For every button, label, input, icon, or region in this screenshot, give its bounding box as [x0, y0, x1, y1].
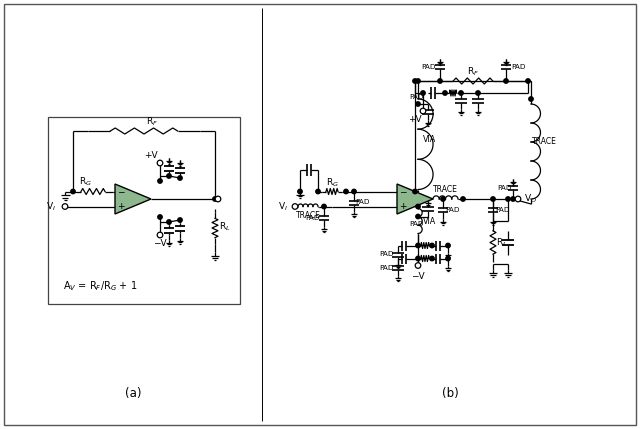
Circle shape [459, 91, 463, 95]
Circle shape [421, 91, 425, 95]
Text: TRACE: TRACE [296, 211, 321, 220]
Text: PAD: PAD [497, 185, 511, 191]
Circle shape [212, 197, 217, 201]
Circle shape [430, 256, 434, 261]
Text: PAD: PAD [420, 64, 435, 70]
Text: V$_O$: V$_O$ [525, 193, 538, 205]
Circle shape [316, 189, 320, 194]
Circle shape [352, 189, 356, 194]
Circle shape [511, 197, 515, 201]
Circle shape [416, 243, 420, 248]
Circle shape [491, 197, 495, 201]
Circle shape [515, 196, 521, 202]
Text: +: + [117, 202, 125, 211]
Text: R$_L$: R$_L$ [220, 220, 231, 233]
Circle shape [158, 179, 162, 183]
Text: −V: −V [153, 239, 167, 248]
Circle shape [157, 232, 163, 238]
Circle shape [215, 196, 221, 202]
Circle shape [446, 243, 450, 248]
Circle shape [529, 97, 533, 101]
Text: TRACE: TRACE [532, 137, 556, 146]
Circle shape [178, 176, 182, 180]
Polygon shape [397, 184, 433, 214]
Text: R$_F$: R$_F$ [146, 116, 158, 128]
Circle shape [413, 189, 417, 194]
Text: PAD: PAD [305, 214, 319, 221]
Circle shape [476, 91, 480, 95]
Circle shape [461, 197, 465, 201]
Circle shape [157, 160, 163, 166]
Text: PAD: PAD [495, 207, 509, 213]
Text: PAD: PAD [379, 265, 393, 271]
Text: PAD: PAD [409, 221, 423, 227]
Circle shape [430, 243, 434, 248]
Circle shape [416, 256, 420, 261]
Text: PAD: PAD [409, 94, 423, 100]
Circle shape [416, 214, 420, 219]
Circle shape [438, 79, 442, 83]
Text: PAD: PAD [511, 64, 525, 70]
Circle shape [506, 197, 510, 201]
Text: (a): (a) [125, 387, 141, 401]
Polygon shape [115, 184, 151, 214]
Text: PAD: PAD [356, 199, 371, 205]
Text: PAD: PAD [445, 207, 460, 213]
Text: TRACE: TRACE [433, 185, 458, 194]
Circle shape [416, 204, 420, 208]
Text: PAD: PAD [379, 251, 393, 257]
Circle shape [292, 204, 298, 209]
Text: V$_I$: V$_I$ [278, 200, 288, 213]
FancyBboxPatch shape [4, 4, 636, 425]
Circle shape [526, 79, 530, 83]
Text: R$_L$: R$_L$ [496, 236, 508, 249]
Circle shape [415, 263, 421, 268]
Text: R$_G$: R$_G$ [326, 176, 339, 189]
Circle shape [298, 189, 302, 194]
Circle shape [344, 189, 348, 194]
Text: V$_I$: V$_I$ [46, 200, 56, 213]
Circle shape [443, 91, 447, 95]
Text: (b): (b) [442, 387, 458, 401]
Circle shape [441, 197, 445, 201]
Circle shape [178, 218, 182, 222]
Text: VIA: VIA [424, 135, 436, 144]
Text: −V: −V [411, 272, 425, 281]
Text: −: − [117, 187, 125, 196]
Circle shape [446, 256, 450, 261]
Circle shape [413, 79, 417, 83]
Circle shape [62, 204, 68, 209]
Circle shape [416, 79, 420, 83]
Circle shape [167, 220, 172, 224]
Circle shape [420, 108, 426, 114]
Text: R$_F$: R$_F$ [467, 66, 479, 78]
Circle shape [416, 102, 420, 106]
Circle shape [167, 174, 172, 178]
Text: R$_G$: R$_G$ [79, 175, 92, 188]
Text: VIA: VIA [424, 217, 436, 226]
Text: +V: +V [144, 151, 158, 160]
Circle shape [504, 79, 508, 83]
Text: −: − [399, 187, 407, 196]
Circle shape [158, 215, 162, 219]
Text: +: + [399, 202, 407, 211]
Text: A$_V$ = R$_F$/R$_G$ + 1: A$_V$ = R$_F$/R$_G$ + 1 [63, 279, 137, 293]
Text: +V: +V [408, 115, 422, 124]
Circle shape [322, 204, 326, 208]
Circle shape [71, 189, 76, 194]
